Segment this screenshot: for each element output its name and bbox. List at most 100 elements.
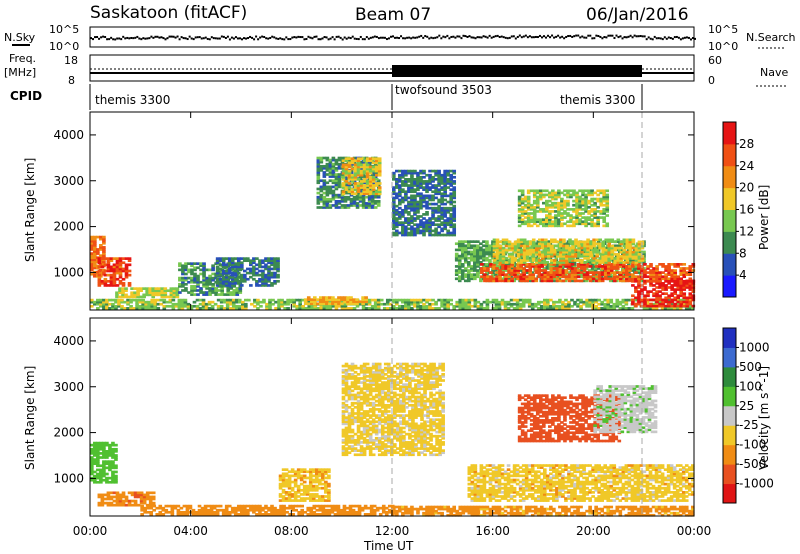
heatmap-cell — [512, 265, 516, 268]
heatmap-cell — [183, 302, 188, 306]
heatmap-cell — [160, 287, 165, 290]
heatmap-cell — [337, 195, 342, 199]
heatmap-cell — [495, 242, 500, 246]
heatmap-cell — [479, 302, 484, 306]
heatmap-cell — [622, 279, 626, 283]
heatmap-cell — [570, 267, 575, 270]
heatmap-cell — [551, 189, 555, 193]
heatmap-cell — [530, 304, 535, 308]
heatmap-cell — [276, 273, 280, 277]
heatmap-cell — [117, 298, 121, 302]
heatmap-cell — [532, 216, 537, 219]
heatmap-cell — [373, 195, 378, 199]
heatmap-cell — [395, 231, 399, 235]
heatmap-cell — [359, 165, 364, 169]
heatmap-cell — [564, 304, 568, 308]
heatmap-cell — [243, 259, 247, 263]
heatmap-cell — [196, 262, 200, 265]
heatmap-cell — [473, 244, 477, 248]
heatmap-cell — [239, 261, 244, 265]
heatmap-cell — [476, 273, 480, 276]
heatmap-cell — [196, 278, 200, 282]
heatmap-cell — [144, 304, 148, 308]
heatmap-cell — [516, 261, 521, 264]
nsky-point — [414, 36, 417, 39]
heatmap-cell — [446, 298, 450, 302]
heatmap-cell — [115, 284, 120, 287]
heatmap-cell — [580, 240, 584, 244]
heatmap-cell — [398, 304, 402, 308]
heatmap-cell — [364, 160, 369, 164]
heatmap-cell — [331, 175, 336, 178]
heatmap-cell — [598, 246, 602, 250]
heatmap-cell — [325, 307, 330, 310]
heatmap-cell — [133, 295, 137, 299]
heatmap-cell — [443, 298, 447, 302]
heatmap-cell — [410, 180, 414, 183]
heatmap-cell — [583, 261, 587, 264]
heatmap-cell — [431, 307, 435, 310]
heatmap-cell — [449, 217, 453, 220]
heatmap-cell — [540, 255, 545, 258]
heatmap-cell — [118, 263, 123, 267]
heatmap-cell — [316, 179, 321, 183]
heatmap-cell — [460, 246, 465, 250]
heatmap-cell — [226, 291, 231, 294]
heatmap-cell — [642, 267, 646, 270]
heatmap-cell — [171, 307, 176, 310]
heatmap-cell — [437, 198, 441, 202]
heatmap-cell — [473, 298, 478, 302]
heatmap-cell — [425, 194, 429, 198]
nsky-right-tick-bottom: 10^0 — [708, 40, 738, 53]
heatmap-cell — [552, 273, 557, 276]
heatmap-cell — [517, 201, 522, 205]
heatmap-cell — [388, 302, 393, 306]
heatmap-cell — [398, 211, 402, 214]
heatmap-cell — [572, 265, 577, 268]
heatmap-cell — [276, 275, 280, 279]
nsky-point — [190, 37, 193, 40]
heatmap-cell — [479, 307, 484, 310]
heatmap-cell — [129, 298, 133, 302]
heatmap-cell — [118, 279, 123, 283]
heatmap-cell — [416, 171, 420, 175]
heatmap-cell — [392, 190, 396, 194]
heatmap-cell — [498, 246, 503, 250]
heatmap-cell — [506, 277, 510, 281]
heatmap-cell — [192, 304, 197, 308]
heatmap-cell — [531, 248, 536, 252]
nsky-point — [601, 37, 604, 40]
heatmap-cell — [356, 182, 361, 185]
nsky-point — [162, 37, 165, 40]
heatmap-cell — [221, 263, 226, 267]
heatmap-cell — [322, 195, 327, 199]
heatmap-cell — [221, 257, 226, 260]
heatmap-cell — [258, 277, 262, 281]
nsky-point — [430, 36, 433, 39]
nsky-point — [359, 35, 362, 38]
heatmap-cell — [109, 284, 114, 287]
nsky-point — [522, 35, 525, 38]
heatmap-cell — [347, 171, 352, 175]
heatmap-cell — [359, 173, 364, 177]
heatmap-cell — [235, 293, 240, 296]
nsky-point — [124, 37, 127, 40]
heatmap-cell — [105, 307, 109, 310]
heatmap-cell — [540, 242, 545, 246]
heatmap-cell — [340, 195, 345, 199]
heatmap-cell — [519, 275, 523, 279]
heatmap-cell — [195, 307, 200, 310]
heatmap-cell — [199, 268, 203, 272]
heatmap-cell — [401, 223, 405, 227]
heatmap-cell — [628, 267, 632, 270]
heatmap-cell — [398, 202, 402, 206]
heatmap-cell — [464, 307, 469, 310]
heatmap-cell — [554, 218, 558, 221]
heatmap-cell — [625, 267, 629, 270]
heatmap-cell — [154, 293, 159, 297]
heatmap-cell — [443, 173, 447, 177]
heatmap-cell — [325, 202, 330, 205]
heatmap-cell — [622, 257, 627, 260]
heatmap-cell — [510, 248, 515, 252]
nsky-point — [571, 35, 574, 38]
